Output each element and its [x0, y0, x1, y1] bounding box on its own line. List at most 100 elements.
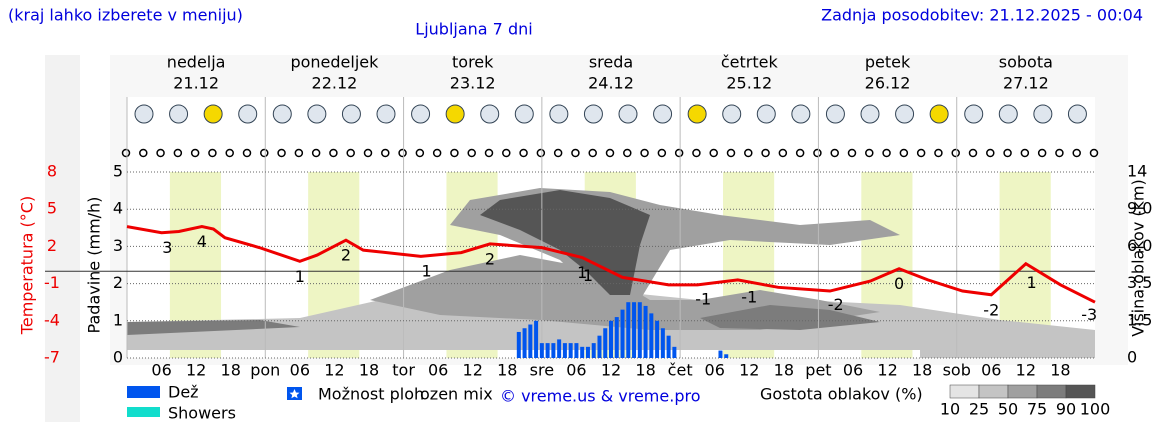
day-name: nedelja: [167, 53, 226, 72]
cloud-density: [127, 188, 1095, 358]
x-tick-label: 12: [324, 361, 344, 380]
x-tick-label: 06: [566, 361, 586, 380]
wind-calm: [242, 148, 252, 158]
sun-cloud: [341, 104, 361, 124]
legend-swatch: [127, 407, 160, 417]
wind-calm: [398, 148, 407, 158]
cloud-scale-label: 10: [940, 400, 960, 419]
sun-cloud: [791, 104, 811, 124]
hint: (kraj lahko izberete v meniju): [8, 6, 243, 25]
temp-axis-title: Temperatura (°C): [18, 196, 37, 335]
wind-calm: [934, 148, 943, 158]
cloud-tick-label: 14: [1127, 162, 1147, 181]
sun-cloud: [134, 104, 154, 124]
cloud-scale-swatch: [978, 384, 1009, 399]
cloud-scale-label: 100: [1080, 400, 1111, 419]
wind-calm: [415, 148, 425, 158]
wind-calm: [467, 148, 476, 158]
sun-cloud: [860, 104, 880, 124]
precip-tick-label: 2: [113, 273, 123, 292]
cloud-tick-label: 0: [1127, 348, 1137, 367]
x-tick-label: 18: [635, 361, 655, 380]
cloud-tick-label: 1.5: [1127, 310, 1152, 329]
precip-tick-label: 0: [113, 348, 123, 367]
precip-bar: [551, 343, 556, 358]
temp-tick-label: 2: [47, 236, 57, 255]
day-name: petek: [865, 53, 911, 72]
wind-calm: [692, 148, 701, 158]
sun-cloud: [722, 104, 742, 124]
x-tick-label: 12: [739, 361, 759, 380]
wind-calm: [346, 148, 355, 158]
wind-calm: [1089, 148, 1099, 158]
temp-label: 1: [577, 263, 587, 282]
cloud-scale-label: 90: [1056, 400, 1076, 419]
sun-cloud: [203, 104, 223, 124]
sun-cloud: [1067, 104, 1087, 124]
x-tick-label: 18: [359, 361, 379, 380]
day-name: sobota: [999, 53, 1053, 72]
wind-calm: [553, 148, 563, 158]
wind-calm: [1020, 148, 1030, 158]
wind-calm: [726, 148, 736, 158]
wind-calm: [605, 148, 615, 158]
precip-bar: [562, 343, 567, 358]
cloud-scale-swatch: [1065, 384, 1096, 399]
wind-calm: [623, 148, 632, 158]
wind-calm: [588, 148, 597, 158]
precip-axis-title: Padavine (mm/h): [85, 197, 104, 334]
temp-label: 1: [1027, 273, 1037, 292]
x-tick-label: 18: [912, 361, 932, 380]
precip-bar: [539, 343, 544, 358]
wind-calm: [847, 148, 857, 158]
wind-calm: [1055, 148, 1064, 158]
temp-tick-label: -7: [44, 348, 60, 367]
left-panel: [45, 55, 80, 422]
wind-calm: [1037, 148, 1047, 158]
sun-cloud: [307, 104, 327, 124]
precip-bar: [620, 309, 625, 358]
temp-label: 1: [583, 266, 593, 285]
x-tick-label: pet: [805, 361, 831, 380]
day-date: 23.12: [450, 74, 496, 93]
precip-bar: [632, 302, 637, 358]
day-date: 27.12: [1003, 74, 1049, 93]
x-tick-label: 12: [463, 361, 483, 380]
temp-label: 2: [485, 249, 495, 268]
wind-calm: [432, 148, 442, 158]
legend-label: ozen mix: [420, 385, 493, 404]
x-tick-label: čet: [668, 361, 693, 380]
sun-cloud: [169, 104, 189, 124]
wind-calm: [1072, 148, 1081, 158]
sun-cloud: [1033, 104, 1053, 124]
temp-label: -3: [1081, 305, 1097, 324]
sun-cloud: [549, 104, 569, 124]
wind-calm: [571, 148, 580, 158]
precip-tick-label: 4: [113, 199, 123, 218]
sun-cloud: [272, 104, 292, 124]
day-date: 22.12: [312, 74, 358, 93]
sun-cloud: [445, 104, 465, 124]
wind-calm: [294, 148, 304, 158]
temp-label: 1: [295, 267, 305, 286]
precip-bar: [666, 335, 671, 358]
chart-title: Ljubljana 7 dni: [415, 20, 532, 39]
wind-calm: [363, 148, 373, 158]
wind-calm: [744, 148, 753, 158]
precip-bar: [649, 313, 654, 358]
sun-cloud: [376, 104, 396, 124]
wind-calm: [882, 148, 891, 158]
x-tick-label: 06: [981, 361, 1001, 380]
temp-label: -1: [741, 288, 757, 307]
wind-calm: [709, 148, 718, 158]
x-tick-label: pon: [250, 361, 280, 380]
sun-cloud: [687, 104, 707, 124]
wind-calm: [951, 148, 960, 158]
sun-cloud: [756, 104, 776, 124]
sun-cloud: [929, 104, 949, 124]
wind-calm: [830, 148, 839, 158]
day-date: 21.12: [173, 74, 219, 93]
precip-bar: [568, 343, 573, 358]
wind-calm: [674, 148, 684, 158]
x-tick-label: sre: [530, 361, 554, 380]
